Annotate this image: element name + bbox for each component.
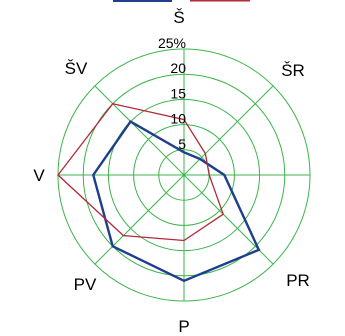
direction-label: ŠR bbox=[281, 61, 305, 80]
grid-spoke bbox=[94, 174, 185, 265]
radial-tick-label: 10 bbox=[170, 111, 186, 127]
direction-label: ŠV bbox=[65, 59, 88, 78]
grid-spoke bbox=[183, 85, 274, 176]
radial-tick-label: 15 bbox=[170, 85, 186, 101]
series-2-line bbox=[57, 102, 224, 242]
series-1-line bbox=[91, 119, 261, 283]
direction-label: Š bbox=[173, 8, 184, 27]
radial-tick-label: 5 bbox=[178, 136, 186, 152]
direction-label: V bbox=[33, 166, 45, 185]
label-layer: ŠŠRRPRPPVVŠV510152025% bbox=[33, 8, 345, 336]
radial-tick-label: 20 bbox=[170, 60, 186, 76]
series-layer bbox=[57, 102, 261, 283]
radial-tick-label: 25% bbox=[158, 35, 186, 51]
grid-spoke bbox=[94, 85, 185, 176]
direction-label: P bbox=[178, 317, 189, 336]
direction-label: PR bbox=[286, 271, 310, 290]
direction-label: PV bbox=[74, 275, 97, 294]
